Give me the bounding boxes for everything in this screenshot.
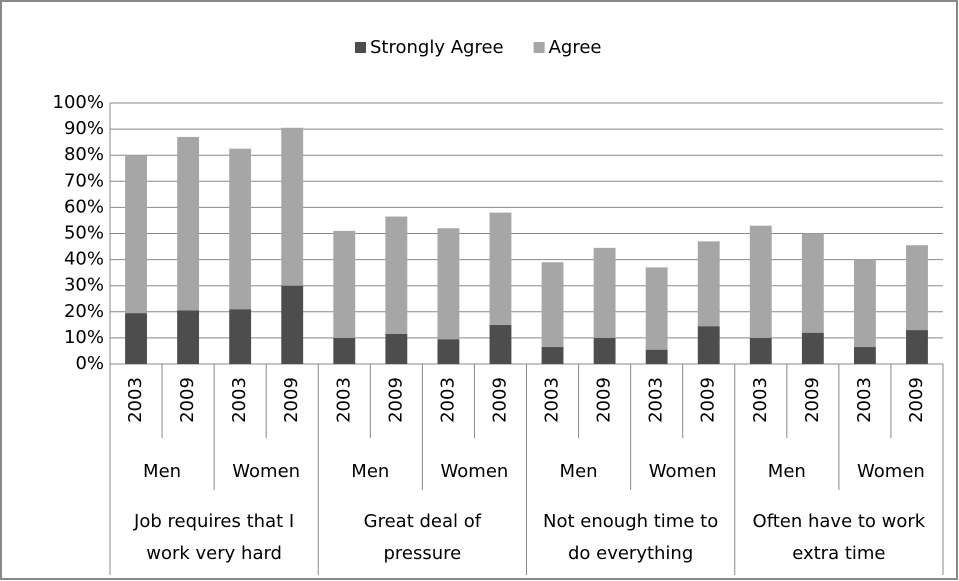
subgroup-label: Women (232, 461, 300, 482)
group-label: Often have to work extra time (752, 511, 926, 564)
bar-segment (749, 225, 772, 338)
x-tick-label: 2003 (646, 377, 667, 423)
bar-segment (801, 233, 824, 333)
subgroup-label: Men (143, 461, 181, 482)
bar-segment (749, 337, 772, 364)
bar-segment (385, 333, 408, 364)
group-label: Great deal of pressure (363, 511, 482, 564)
legend-swatch (533, 42, 545, 53)
x-tick-label: 2003 (542, 377, 563, 423)
bar-segment (281, 127, 304, 286)
bar-segment (593, 337, 616, 364)
bar-segment (541, 262, 564, 348)
x-tick-label: 2009 (385, 377, 406, 423)
x-tick-label: 2009 (698, 377, 719, 423)
x-tick-label: 2003 (750, 377, 771, 423)
x-tick-label: 2009 (802, 377, 823, 423)
y-tick-label: 60% (64, 196, 104, 217)
bar-segment (593, 247, 616, 338)
subgroup-label: Men (768, 461, 806, 482)
bar-segment (385, 216, 408, 334)
x-tick-label: 2009 (489, 377, 510, 423)
subgroup-label: Men (560, 461, 598, 482)
x-tick-label: 2003 (125, 377, 146, 423)
bar-segment (177, 310, 200, 364)
subgroup-label: Women (441, 461, 509, 482)
y-tick-label: 80% (64, 144, 104, 165)
bar-segment (333, 230, 356, 338)
bar-segment (177, 136, 200, 311)
bar-segment (853, 259, 876, 348)
x-tick-label: 2003 (229, 377, 250, 423)
subgroup-label: Men (351, 461, 389, 482)
x-tick-label: 2009 (177, 377, 198, 423)
bar-segment (801, 332, 824, 364)
bar-segment (437, 228, 460, 340)
bar-segment (906, 330, 928, 364)
x-tick-label: 2009 (906, 377, 927, 423)
x-tick-label: 2003 (854, 377, 875, 423)
legend-swatch (355, 42, 366, 53)
bar-segment (437, 339, 460, 364)
y-tick-label: 30% (64, 275, 104, 296)
bar-segment (906, 245, 928, 331)
bar-segment (489, 324, 512, 364)
bar-segment (229, 148, 252, 310)
bar-segment (489, 212, 512, 325)
bar-segment (697, 326, 720, 364)
x-tick-label: 2003 (333, 377, 354, 423)
y-tick-label: 70% (64, 170, 104, 191)
y-tick-label: 0% (75, 353, 104, 374)
bar-segment (229, 309, 252, 364)
bar-segment (333, 337, 356, 364)
bar-segment (541, 347, 564, 364)
y-tick-label: 50% (64, 223, 104, 244)
legend-label: Agree (549, 37, 602, 58)
bar-segment (645, 349, 668, 364)
x-tick-label: 2009 (594, 377, 615, 423)
x-tick-label: 2009 (281, 377, 302, 423)
y-tick-label: 90% (64, 118, 104, 139)
x-tick-label: 2003 (437, 377, 458, 423)
bar-segment (125, 313, 147, 364)
y-tick-label: 20% (64, 301, 104, 322)
bar-segment (281, 285, 304, 364)
subgroup-label: Women (857, 461, 925, 482)
subgroup-label: Women (649, 461, 717, 482)
y-tick-label: 40% (64, 249, 104, 270)
group-label: Job requires that I work very hard (134, 511, 295, 564)
bar-segment (125, 155, 147, 314)
group-label: Not enough time to do everything (543, 511, 719, 564)
bar-segment (853, 347, 876, 364)
bar-segment (697, 241, 720, 327)
y-tick-label: 10% (64, 327, 104, 348)
y-tick-label: 100% (53, 92, 104, 113)
legend-label: Strongly Agree (370, 37, 504, 58)
bar-segment (645, 267, 668, 350)
